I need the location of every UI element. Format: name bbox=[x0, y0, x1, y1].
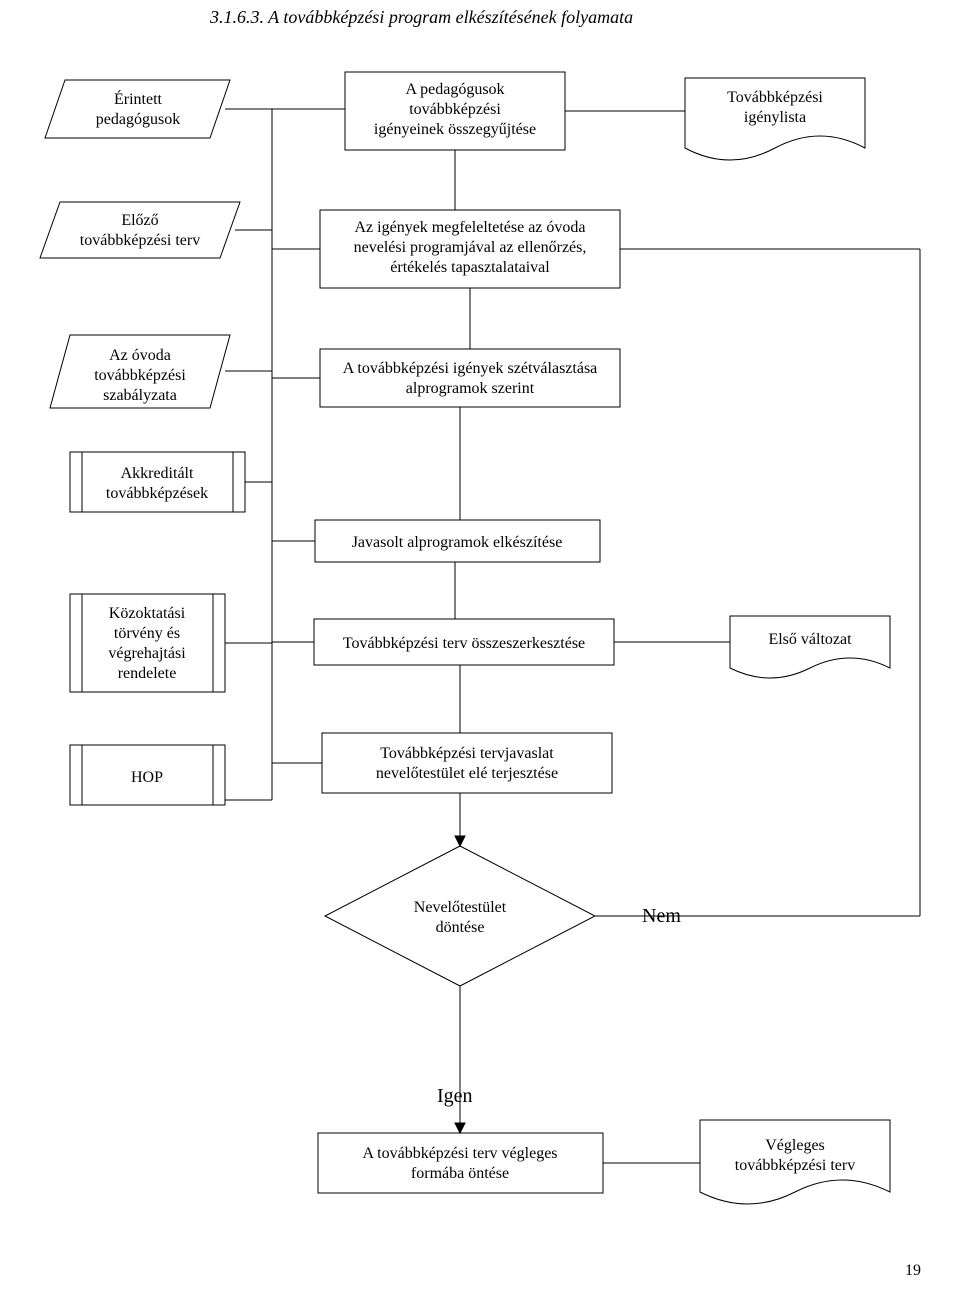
svg-text:Az óvoda: Az óvoda bbox=[109, 347, 171, 364]
node-erintett: Érintett pedagógusok bbox=[45, 80, 230, 138]
svg-text:A továbbképzési terv végleges: A továbbképzési terv végleges bbox=[362, 1145, 557, 1162]
node-elozo: Előző továbbképzési terv bbox=[40, 202, 240, 258]
svg-text:igényeinek összegyűjtése: igényeinek összegyűjtése bbox=[374, 121, 536, 138]
svg-text:Érintett: Érintett bbox=[114, 89, 163, 108]
page-number: 19 bbox=[905, 1262, 921, 1279]
svg-text:törvény és: törvény és bbox=[114, 625, 180, 642]
node-akkreditalt: Akkreditált továbbképzések bbox=[70, 452, 245, 512]
label-igen: Igen bbox=[437, 1085, 473, 1107]
svg-text:Akkreditált: Akkreditált bbox=[121, 465, 194, 482]
node-vegleges-doc: Végleges továbbképzési terv bbox=[700, 1120, 890, 1204]
svg-text:Végleges: Végleges bbox=[765, 1137, 825, 1154]
svg-text:szabályzata: szabályzata bbox=[103, 387, 177, 404]
diagram-title: 3.1.6.3. A továbbképzési program elkészí… bbox=[209, 7, 633, 27]
svg-text:Első változat: Első változat bbox=[768, 631, 852, 648]
svg-text:Továbbképzési terv összeszerke: Továbbképzési terv összeszerkesztése bbox=[343, 635, 585, 652]
svg-text:továbbképzési: továbbképzési bbox=[409, 101, 501, 118]
svg-text:A pedagógusok: A pedagógusok bbox=[405, 81, 504, 98]
node-dontes: Nevelőtestület döntése bbox=[325, 846, 595, 986]
node-hop: HOP bbox=[70, 745, 225, 805]
svg-text:továbbképzési terv: továbbképzési terv bbox=[80, 232, 200, 249]
node-megfeleltetes: Az igények megfeleltetése az óvoda nevel… bbox=[320, 210, 620, 288]
svg-text:Javasolt alprogramok elkészíté: Javasolt alprogramok elkészítése bbox=[352, 534, 563, 551]
svg-text:továbbképzési: továbbképzési bbox=[94, 367, 186, 384]
node-tervjavaslat: Továbbképzési tervjavaslat nevelőtestüle… bbox=[322, 733, 612, 793]
node-osszeszerkesztes: Továbbképzési terv összeszerkesztése bbox=[314, 619, 614, 665]
svg-text:értékelés tapasztalataival: értékelés tapasztalataival bbox=[390, 259, 550, 276]
svg-text:döntése: döntése bbox=[436, 919, 485, 936]
svg-text:Előző: Előző bbox=[121, 212, 158, 229]
node-igenylista: Továbbképzési igénylista bbox=[685, 78, 865, 160]
svg-text:Nevelőtestület: Nevelőtestület bbox=[414, 899, 507, 916]
node-szetvalasztas: A továbbképzési igények szétválasztása a… bbox=[320, 349, 620, 407]
node-osszegyujtes: A pedagógusok továbbképzési igényeinek ö… bbox=[345, 72, 565, 150]
flowchart-svg: 3.1.6.3. A továbbképzési program elkészí… bbox=[0, 0, 960, 1291]
node-kozoktatasi: Közoktatási törvény és végrehajtási rend… bbox=[70, 594, 225, 692]
svg-text:alprogramok szerint: alprogramok szerint bbox=[406, 380, 535, 397]
svg-text:Továbbképzési: Továbbképzési bbox=[727, 89, 823, 106]
svg-text:A továbbképzési igények szétvá: A továbbképzési igények szétválasztása bbox=[343, 360, 598, 377]
svg-text:nevelési programjával az ellen: nevelési programjával az ellenőrzés, bbox=[354, 239, 587, 256]
svg-text:igénylista: igénylista bbox=[744, 109, 806, 126]
node-javasolt: Javasolt alprogramok elkészítése bbox=[315, 520, 600, 562]
svg-text:pedagógusok: pedagógusok bbox=[96, 111, 180, 128]
svg-text:HOP: HOP bbox=[131, 769, 163, 786]
svg-text:rendelete: rendelete bbox=[118, 665, 177, 682]
svg-text:Továbbképzési tervjavaslat: Továbbképzési tervjavaslat bbox=[380, 745, 554, 762]
svg-text:formába öntése: formába öntése bbox=[411, 1165, 509, 1182]
node-szabalyzat: Az óvoda továbbképzési szabályzata bbox=[50, 335, 230, 408]
node-vegleges-process: A továbbképzési terv végleges formába ön… bbox=[318, 1133, 603, 1193]
svg-text:Közoktatási: Közoktatási bbox=[109, 605, 186, 622]
svg-text:továbbképzési terv: továbbképzési terv bbox=[735, 1157, 855, 1174]
svg-text:nevelőtestület elé terjesztése: nevelőtestület elé terjesztése bbox=[376, 765, 558, 782]
node-elso-valtozat: Első változat bbox=[730, 616, 890, 678]
flowchart-page: 3.1.6.3. A továbbképzési program elkészí… bbox=[0, 0, 960, 1291]
svg-text:Az igények megfeleltetése az ó: Az igények megfeleltetése az óvoda bbox=[355, 219, 586, 236]
svg-text:végrehajtási: végrehajtási bbox=[108, 645, 186, 662]
svg-text:továbbképzések: továbbképzések bbox=[106, 485, 208, 502]
